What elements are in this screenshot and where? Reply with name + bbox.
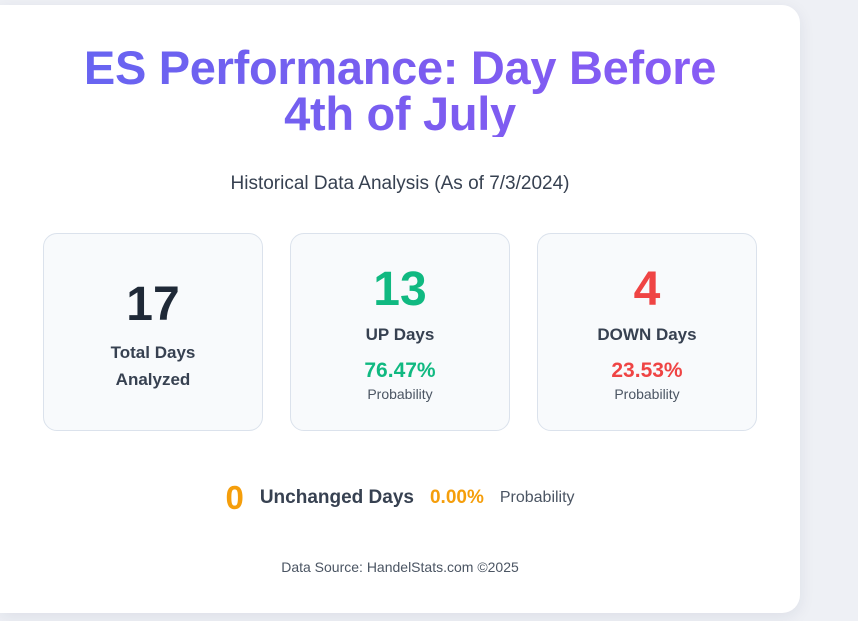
- down-days-percent: 23.53%: [611, 359, 683, 382]
- data-source-footer: Data Source: HandelStats.com ©2025: [281, 559, 519, 575]
- down-days-value: 4: [633, 263, 661, 316]
- down-days-card: 4 DOWN Days 23.53% Probability: [537, 233, 757, 431]
- up-days-label: UP Days: [365, 325, 435, 344]
- unchanged-days-percent: 0.00%: [429, 487, 484, 508]
- total-days-card: 17 Total Days Analyzed: [43, 233, 263, 431]
- stats-card: ES Performance: Day Before 4th of July H…: [0, 5, 800, 613]
- total-days-label: Total Days Analyzed: [110, 343, 196, 389]
- page-title: ES Performance: Day Before 4th of July: [0, 45, 800, 137]
- total-days-value: 17: [126, 278, 180, 331]
- title-line-2: 4th of July: [284, 87, 516, 140]
- unchanged-days-row: 0 Unchanged Days 0.00% Probability: [0, 479, 800, 517]
- unchanged-days-probability-label: Probability: [499, 489, 575, 506]
- up-days-card: 13 UP Days 76.47% Probability: [290, 233, 510, 431]
- down-days-label: DOWN Days: [597, 325, 697, 344]
- up-days-probability-label: Probability: [367, 386, 433, 402]
- down-days-probability-label: Probability: [614, 386, 680, 402]
- title-line-1: ES Performance: Day Before: [83, 41, 717, 94]
- up-days-percent: 76.47%: [364, 359, 436, 382]
- up-days-value: 13: [373, 263, 427, 316]
- unchanged-days-label: Unchanged Days: [259, 487, 414, 508]
- subtitle: Historical Data Analysis (As of 7/3/2024…: [230, 173, 570, 194]
- unchanged-days-value: 0: [225, 479, 244, 516]
